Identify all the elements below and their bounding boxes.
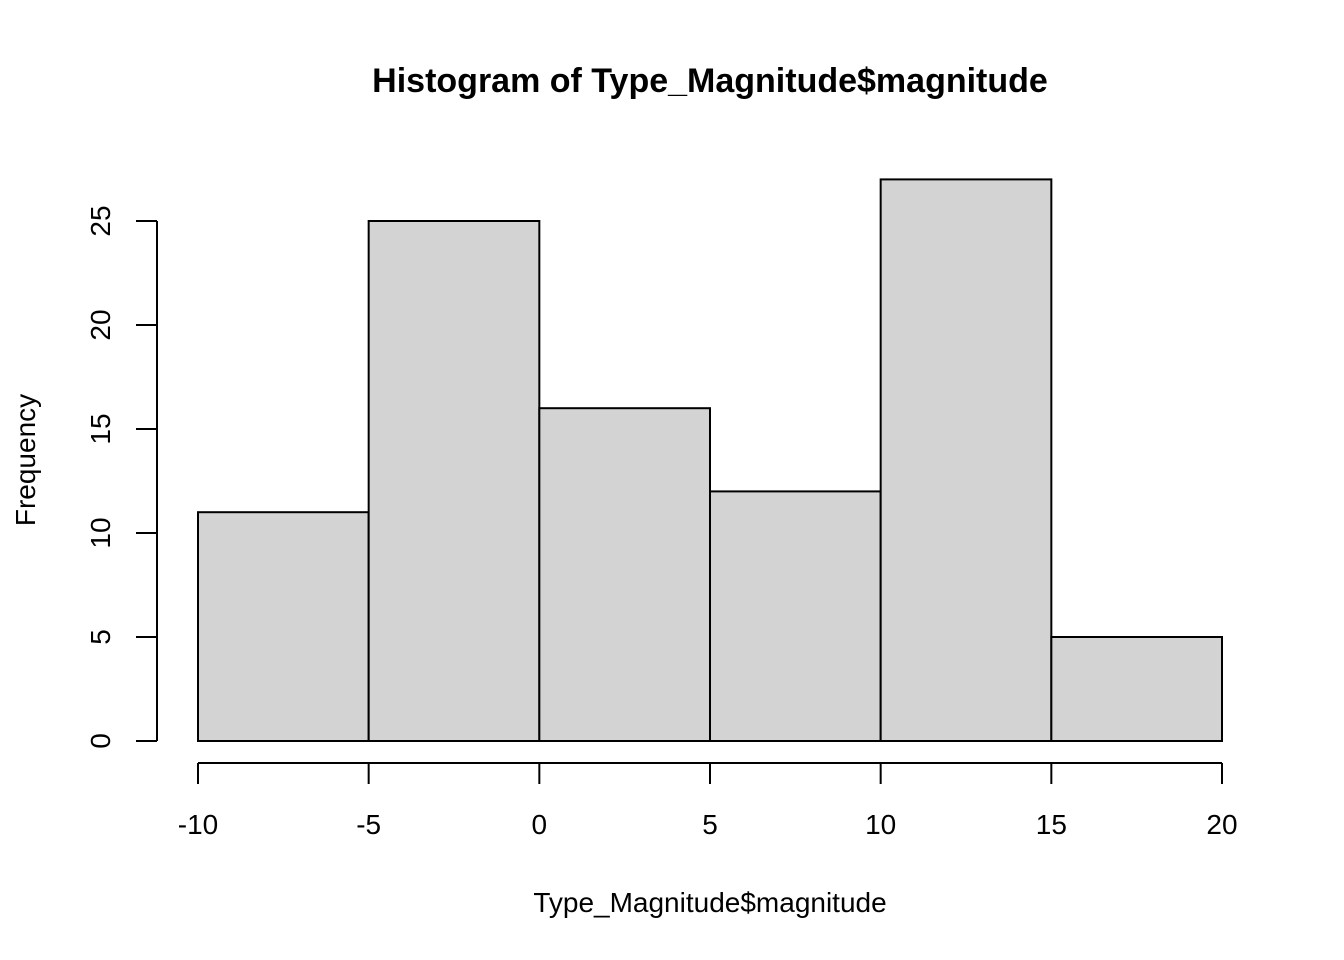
y-axis-label: Frequency — [10, 394, 41, 526]
histogram-bar — [879, 178, 1053, 742]
y-tick-label: 5 — [85, 629, 116, 645]
y-tick-label: 10 — [85, 517, 116, 548]
chart-title: Histogram of Type_Magnitude$magnitude — [372, 62, 1048, 100]
histogram-bars — [197, 178, 1224, 743]
histogram-bar — [709, 490, 882, 742]
y-tick-label: 20 — [85, 309, 116, 340]
histogram-bar — [538, 407, 711, 742]
x-tick-label: -5 — [356, 809, 381, 840]
x-tick-label: 15 — [1036, 809, 1067, 840]
x-tick-label: 0 — [532, 809, 548, 840]
x-tick-label: -10 — [178, 809, 218, 840]
y-tick-label: 0 — [85, 733, 116, 749]
histogram-bar — [197, 511, 370, 743]
histogram-bar — [367, 220, 541, 742]
histogram-bar — [1050, 636, 1224, 742]
x-tick-label: 20 — [1206, 809, 1237, 840]
x-axis-label: Type_Magnitude$magnitude — [533, 887, 886, 918]
y-axis: 0 5 10 15 20 25 — [85, 205, 158, 749]
x-tick-label: 10 — [865, 809, 896, 840]
x-axis: -10 -5 0 5 10 15 20 — [178, 762, 1238, 840]
x-tick-label: 5 — [702, 809, 718, 840]
y-tick-label: 15 — [85, 413, 116, 444]
y-tick-label: 25 — [85, 205, 116, 236]
